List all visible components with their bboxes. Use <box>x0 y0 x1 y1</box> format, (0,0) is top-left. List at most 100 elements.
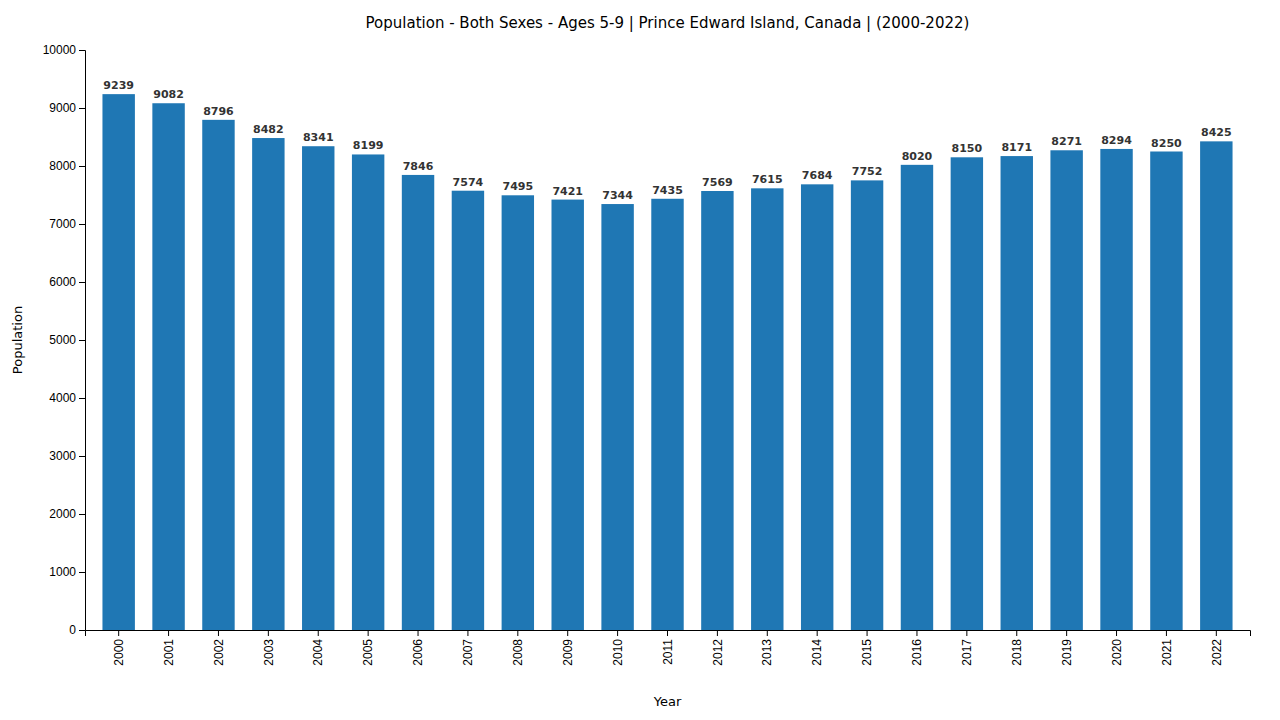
tick: 2009 <box>561 630 575 666</box>
tick-label: 2016 <box>910 639 924 666</box>
tick: 0 <box>69 623 85 637</box>
tick-mark <box>318 630 319 636</box>
bar <box>1001 156 1033 630</box>
bar <box>202 120 234 630</box>
tick: 2013 <box>760 630 774 666</box>
bar <box>901 165 933 630</box>
tick-label: 10000 <box>43 43 77 57</box>
tick-mark <box>567 630 568 636</box>
tick-label: 2013 <box>760 639 774 666</box>
tick-label: 2011 <box>661 639 675 665</box>
tick: 9000 <box>49 101 85 115</box>
tick-mark <box>1216 630 1217 636</box>
tick: 2012 <box>711 630 725 666</box>
tick-label: 2021 <box>1160 639 1174 666</box>
bars <box>102 94 1232 630</box>
tick: 2022 <box>1210 630 1224 666</box>
data-label: 8020 <box>902 150 933 163</box>
tick-label: 9000 <box>49 101 76 115</box>
tick-label: 2003 <box>262 639 276 666</box>
data-label: 7495 <box>503 180 534 193</box>
bar <box>1200 141 1232 630</box>
tick: 2006 <box>411 630 425 666</box>
tick-mark <box>517 630 518 636</box>
tick-label: 2015 <box>860 639 874 666</box>
tick-mark <box>418 630 419 636</box>
tick-mark <box>218 630 219 636</box>
tick: 2015 <box>860 630 874 666</box>
tick-mark <box>467 630 468 636</box>
bar <box>651 199 683 630</box>
data-label: 9239 <box>103 79 134 92</box>
data-label: 8294 <box>1101 134 1132 147</box>
tick: 2005 <box>361 630 375 666</box>
tick-mark <box>168 630 169 636</box>
tick-label: 2008 <box>511 639 525 666</box>
tick-label: 2019 <box>1060 639 1074 666</box>
tick: 5000 <box>49 333 85 347</box>
bar <box>352 154 384 630</box>
tick-mark <box>118 630 119 636</box>
chart: 9239908287968482834181997846757474957421… <box>0 0 1280 720</box>
tick: 2004 <box>311 630 325 666</box>
bar <box>1150 152 1182 631</box>
tick-label: 2009 <box>561 639 575 666</box>
bar <box>402 175 434 630</box>
tick-mark <box>79 282 85 283</box>
tick-label: 2017 <box>960 639 974 666</box>
tick-mark <box>1066 630 1067 636</box>
tick: 2000 <box>49 507 85 521</box>
data-label: 7569 <box>702 176 733 189</box>
tick: 2020 <box>1110 630 1124 666</box>
bar <box>701 191 733 630</box>
tick: 2021 <box>1160 630 1174 666</box>
tick-mark <box>268 630 269 636</box>
data-label: 8250 <box>1151 137 1182 150</box>
data-label: 8150 <box>952 142 983 155</box>
tick-label: 2006 <box>411 639 425 666</box>
title: Population - Both Sexes - Ages 5-9 | Pri… <box>366 14 970 32</box>
tick: 2010 <box>611 630 625 666</box>
bar <box>1050 150 1082 630</box>
bar <box>801 184 833 630</box>
data-label: 8199 <box>353 139 384 152</box>
bar <box>102 94 134 630</box>
tick-label: 2000 <box>49 507 76 521</box>
tick-label: 8000 <box>49 159 76 173</box>
data-label: 9082 <box>153 88 184 101</box>
tick: 3000 <box>49 449 85 463</box>
tick-mark <box>79 514 85 515</box>
tick: 2019 <box>1060 630 1074 666</box>
tick-label: 2000 <box>112 639 126 666</box>
tick-label: 3000 <box>49 449 76 463</box>
bar <box>252 138 284 630</box>
tick-mark <box>79 50 85 51</box>
data-label: 7574 <box>453 176 484 189</box>
tick-mark <box>79 108 85 109</box>
tick-mark <box>79 398 85 399</box>
tick-label: 7000 <box>49 217 76 231</box>
tick-label: 2020 <box>1110 639 1124 666</box>
tick-label: 2018 <box>1010 639 1024 666</box>
tick-label: 2012 <box>711 639 725 666</box>
tick-mark <box>817 630 818 636</box>
tick-mark <box>617 630 618 636</box>
tick: 2002 <box>212 630 226 666</box>
tick-mark <box>79 224 85 225</box>
tick: 2003 <box>262 630 276 666</box>
data-label: 8796 <box>203 105 234 118</box>
y-axis: 0100020003000400050006000700080009000100… <box>43 43 86 637</box>
tick-mark <box>667 630 668 636</box>
tick: 2017 <box>960 630 974 666</box>
tick-mark <box>79 456 85 457</box>
bar <box>601 204 633 630</box>
y-axis-title: Population <box>10 306 25 374</box>
x-axis: 2000200120022003200420052006200720082009… <box>86 630 1251 666</box>
data-label: 7752 <box>852 165 883 178</box>
tick-label: 0 <box>69 623 76 637</box>
tick-mark <box>79 630 85 631</box>
data-label: 7684 <box>802 169 833 182</box>
tick-mark <box>368 630 369 636</box>
data-label: 7421 <box>552 185 583 198</box>
tick-mark <box>1116 630 1117 636</box>
